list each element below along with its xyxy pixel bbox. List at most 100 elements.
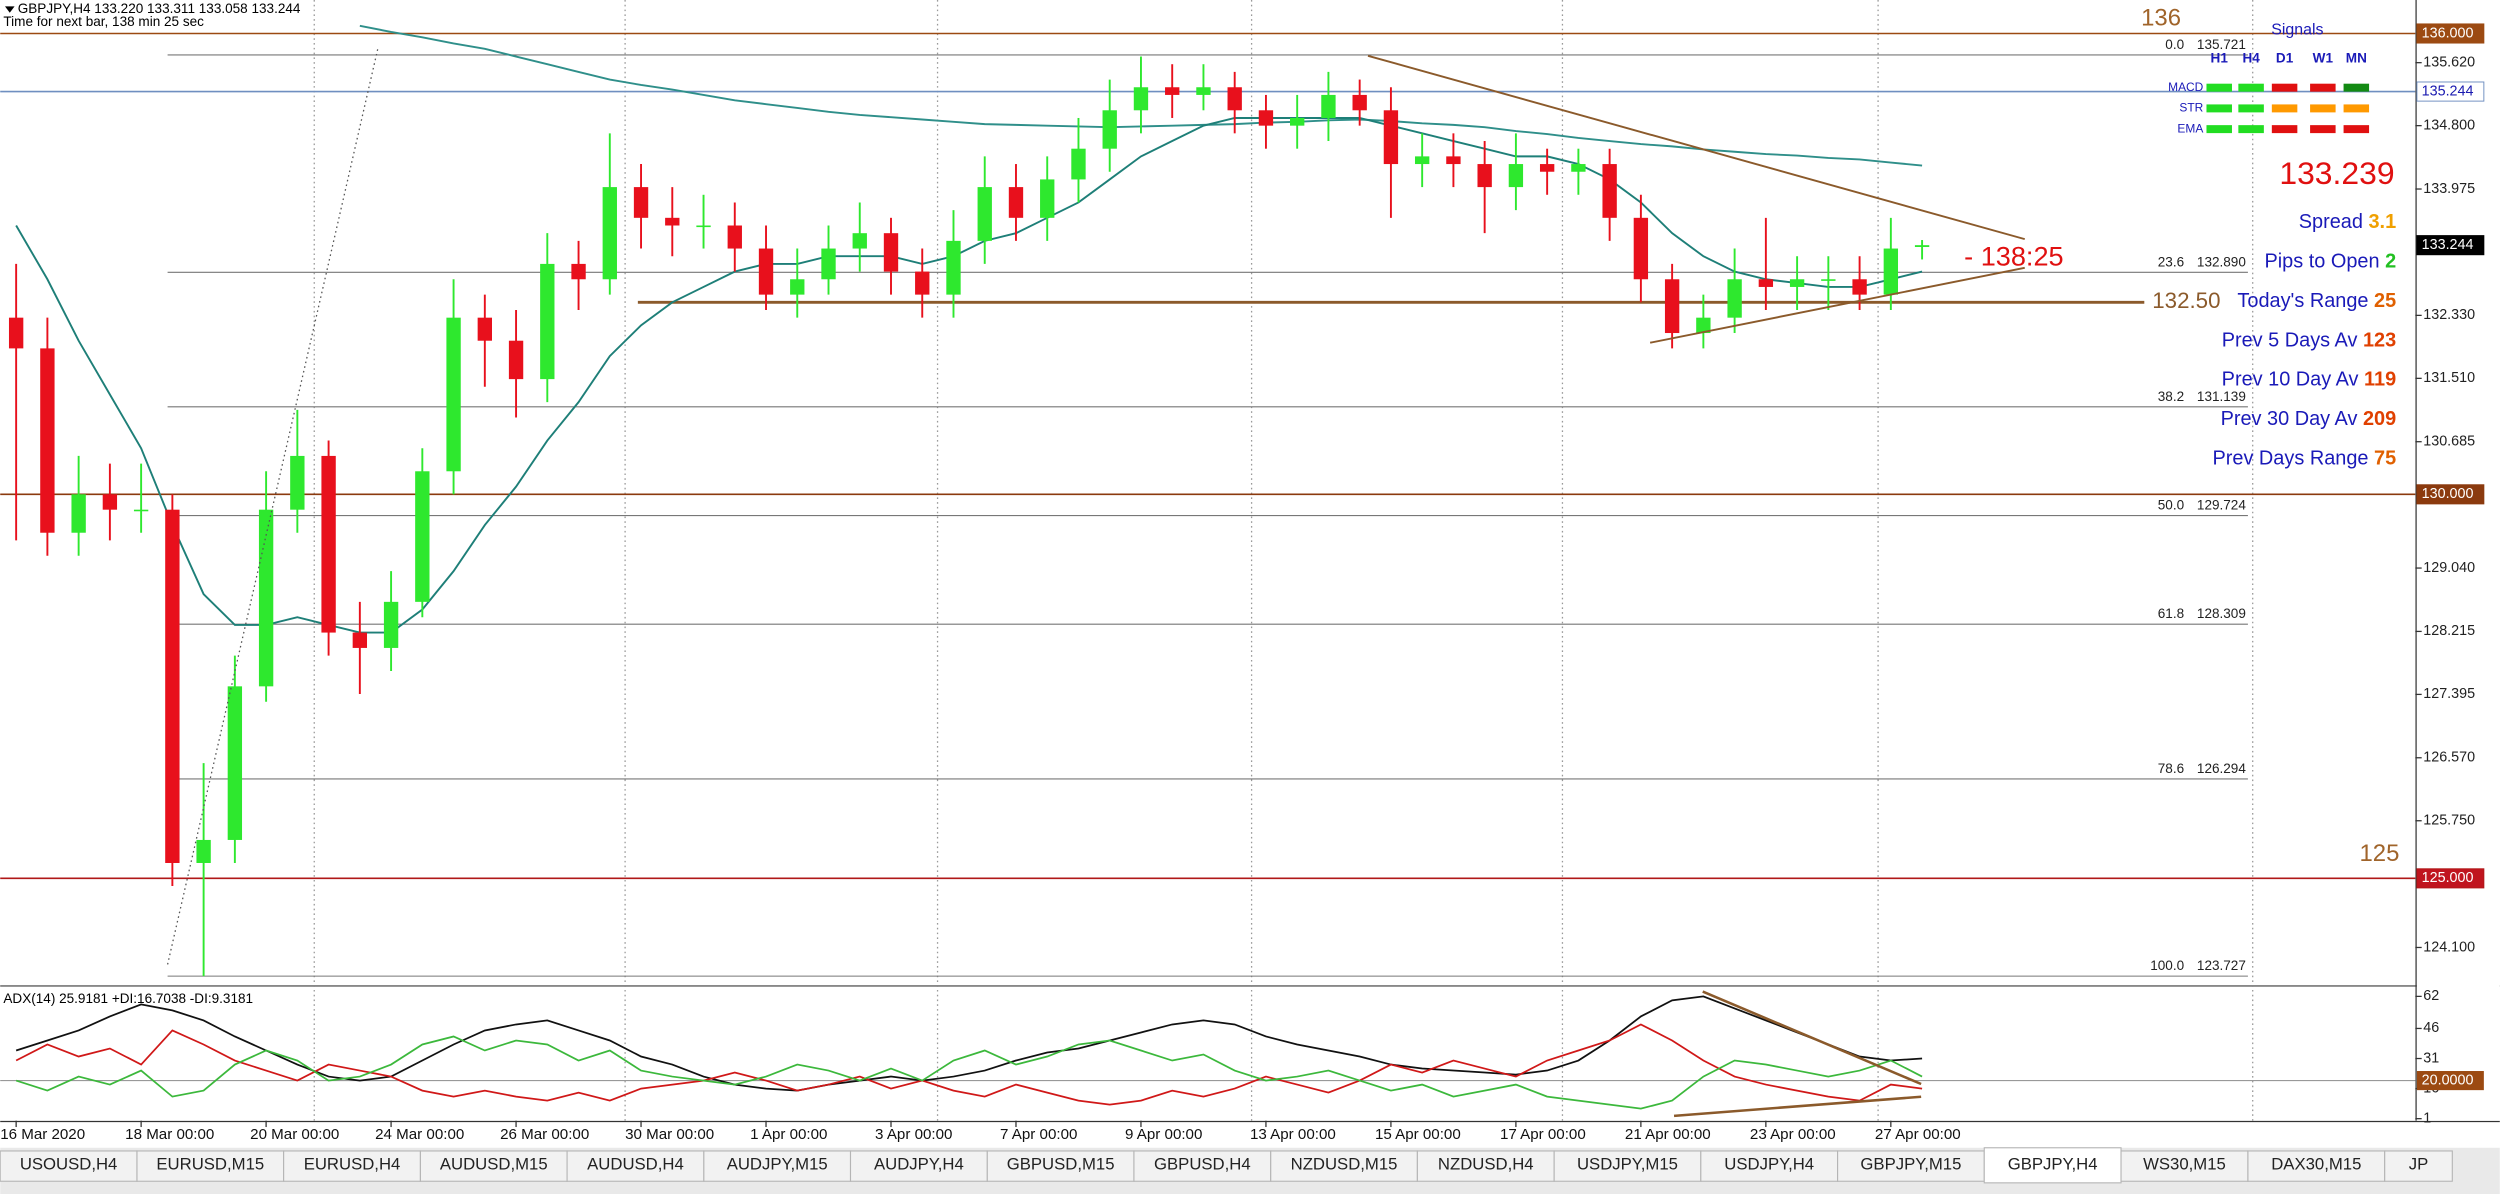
signal-box [2238,104,2264,113]
signal-box [2271,83,2298,92]
tab[interactable] [1133,1150,1272,1182]
info-row: Today's Range 25 [2237,290,2396,312]
signal-box [2343,104,2370,113]
candle-body [1133,87,1149,111]
candle-body [665,217,680,226]
candle-body [1914,245,1930,248]
time-label: 27 Apr 00:00 [1875,1126,1961,1143]
tab[interactable] [1416,1150,1555,1182]
candle-body [1446,156,1461,165]
tab[interactable] [419,1150,568,1182]
candle-body [1602,164,1617,218]
tab-label[interactable]: GBPUSD,M15 [1007,1155,1115,1174]
info-value: 209 [2363,408,2396,430]
price-label-box [2416,484,2485,505]
candle-body [227,686,243,840]
info-value: 2 [2385,251,2396,273]
tab-label[interactable]: AUDJPY,H4 [874,1155,964,1174]
tab[interactable] [136,1150,285,1182]
candle-body [790,279,805,295]
tab-label[interactable]: WS30,M15 [2143,1155,2226,1174]
tab-label[interactable]: AUDUSD,H4 [587,1155,684,1174]
tab-label[interactable]: GBPJPY,H4 [2008,1155,2098,1174]
candle-body [602,187,617,280]
tab-label[interactable]: USDJPY,H4 [1724,1155,1814,1174]
tab[interactable] [2120,1150,2249,1182]
price-tick-label: 131.510 [2423,370,2475,386]
candle-body [852,233,867,249]
signal-box [2271,125,2298,134]
tab[interactable] [1983,1147,2122,1184]
candle-body [1414,156,1430,165]
candle-body [821,248,836,280]
fib-level: 61.8 [2158,606,2184,621]
price-label-box [2416,235,2485,256]
signal-box [2343,125,2370,134]
price-tick-label: 126.570 [2423,750,2475,766]
candle-body [477,317,492,341]
tab-label[interactable]: NZDUSD,M15 [1291,1155,1398,1174]
tab[interactable] [283,1150,421,1182]
candle-body [196,839,211,863]
candle-body [8,317,24,349]
signal-box [2343,83,2370,92]
info-value: 119 [2364,369,2396,391]
drawings [166,47,2026,1118]
price-tick-label: 129.040 [2423,560,2475,576]
candle-body [1633,217,1649,280]
signal-box [2310,83,2336,92]
candle-body [1664,279,1680,334]
signal-box [2206,83,2232,92]
time-label: 20 Mar 00:00 [250,1126,339,1143]
trendline [1649,266,2025,344]
signals-title: Signals [2271,21,2323,38]
candle-body [1165,87,1180,95]
candle-body [1040,179,1055,218]
tab-label[interactable]: JP [2409,1155,2429,1174]
info-label: Today's Range [2237,290,2368,312]
signal-box [2310,104,2336,113]
trendline [1367,54,2026,241]
indicator-tick-label: 46 [2423,1020,2439,1036]
tab-label[interactable]: EURUSD,H4 [304,1155,401,1174]
candle-body [571,263,586,280]
tab[interactable] [2384,1150,2453,1182]
candle-body [977,187,992,241]
indicator-tick-label: 31 [2423,1050,2439,1066]
price-label: 130.000 [2422,486,2474,502]
tab-label[interactable]: USDJPY,M15 [1577,1155,1678,1174]
tab[interactable] [1700,1150,1839,1182]
tab[interactable] [1553,1150,1702,1182]
tab-label[interactable]: EURUSD,M15 [156,1155,264,1174]
info-value: 75 [2374,448,2396,470]
menu-triangle[interactable] [4,6,15,13]
tab[interactable] [566,1150,705,1182]
tab-label[interactable]: DAX30,M15 [2271,1155,2361,1174]
timer-label: - 138:25 [1964,240,2063,271]
tab-label[interactable]: GBPUSD,H4 [1154,1155,1251,1174]
tab-label[interactable]: GBPJPY,M15 [1860,1155,1961,1174]
adx-trendline [1673,1095,1922,1118]
tab-label[interactable]: AUDUSD,M15 [440,1155,548,1174]
tab-label[interactable]: NZDUSD,H4 [1438,1155,1534,1174]
candle-body [133,509,149,512]
info-label: Pips to Open [2264,251,2379,273]
candle-body [758,248,774,295]
tab-label[interactable]: USOUSD,H4 [20,1155,118,1174]
fib-price: 128.309 [2197,606,2246,621]
candle-body [1008,187,1024,218]
price-label: 133.244 [2422,237,2474,253]
info-value: 25 [2374,290,2396,312]
fib-price: 123.727 [2197,958,2246,973]
tab[interactable] [986,1150,1135,1182]
fib-price: 129.724 [2197,498,2246,513]
indicator-line [15,1023,1923,1106]
signal-box [2238,83,2264,92]
candle-body [321,455,336,633]
price-label: 135.244 [2422,83,2474,99]
tab[interactable] [849,1150,988,1182]
tab-label[interactable]: AUDJPY,M15 [727,1155,828,1174]
tab[interactable] [1270,1150,1418,1182]
